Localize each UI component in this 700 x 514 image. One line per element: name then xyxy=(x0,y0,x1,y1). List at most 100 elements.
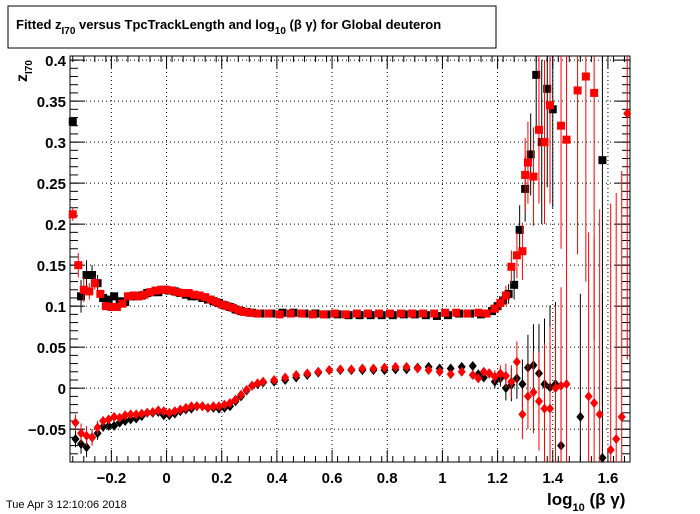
data-point-square xyxy=(474,308,483,317)
data-point-square xyxy=(82,270,91,279)
data-point-diamond xyxy=(148,406,157,417)
data-point-diamond xyxy=(380,362,389,373)
data-point-square xyxy=(374,309,383,318)
data-point-square xyxy=(286,309,295,318)
data-point-square xyxy=(363,309,372,318)
data-point-square xyxy=(228,303,237,312)
data-point-square xyxy=(123,292,132,301)
data-point-diamond xyxy=(612,434,621,445)
data-point-diamond xyxy=(557,380,566,391)
data-point-diamond xyxy=(104,420,113,431)
data-point-diamond xyxy=(424,365,433,376)
y-tick-label: −0.05 xyxy=(28,422,66,439)
data-point-square xyxy=(184,289,193,298)
data-point-diamond xyxy=(507,376,516,387)
data-point-square xyxy=(201,293,210,302)
data-point-diamond xyxy=(292,370,301,381)
data-point-square xyxy=(510,280,519,289)
data-point-square xyxy=(85,287,94,296)
data-point-square xyxy=(507,262,516,271)
data-point-diamond xyxy=(590,397,599,408)
x-tick-label: 1.4 xyxy=(542,470,564,487)
data-point-square xyxy=(99,293,108,302)
data-point-square xyxy=(140,290,149,299)
data-point-diamond xyxy=(606,444,615,455)
data-point-square xyxy=(581,72,590,81)
data-point-square xyxy=(557,121,566,130)
data-point-square xyxy=(157,285,166,294)
x-axis-label: log10 (β γ) xyxy=(547,490,625,514)
y-tick-label: 0.1 xyxy=(45,299,66,316)
data-point-square xyxy=(534,125,543,134)
data-point-diamond xyxy=(391,361,400,372)
y-tick-label: 0.35 xyxy=(37,94,66,111)
x-tick-label: 1.6 xyxy=(598,470,619,487)
data-point-diamond xyxy=(71,434,80,445)
data-point-diamond xyxy=(220,399,229,410)
data-point-diamond xyxy=(540,403,549,414)
data-point-square xyxy=(101,302,110,311)
data-point-diamond xyxy=(303,368,312,379)
y-tick-labels: −0.05 0 0.05 0.1 0.15 0.2 0.25 0.3 0.35 0.4 xyxy=(28,53,67,439)
data-point-diamond xyxy=(71,417,80,428)
data-point-square xyxy=(173,288,182,297)
series-3 xyxy=(71,56,632,462)
data-point-square xyxy=(521,170,530,179)
data-point-square xyxy=(68,210,77,219)
data-point-diamond xyxy=(242,384,251,395)
data-point-square xyxy=(129,291,138,300)
data-point-square xyxy=(512,251,521,260)
data-point-diamond xyxy=(562,379,571,390)
data-point-diamond xyxy=(523,391,532,402)
data-point-diamond xyxy=(485,368,494,379)
data-point-diamond xyxy=(336,364,345,375)
data-point-square xyxy=(234,306,243,315)
data-point-square xyxy=(206,295,215,304)
data-point-diamond xyxy=(446,369,455,380)
x-tick-label: 0.6 xyxy=(322,470,343,487)
data-point-diamond xyxy=(99,421,108,432)
series-1 xyxy=(68,56,599,339)
axis-ticks xyxy=(70,56,630,463)
data-point-diamond xyxy=(192,401,201,412)
data-point-diamond xyxy=(518,409,527,420)
data-point-diamond xyxy=(176,404,185,415)
data-point-diamond xyxy=(143,407,152,418)
data-point-square xyxy=(239,307,248,316)
data-point-square xyxy=(573,86,582,95)
data-point-diamond xyxy=(121,410,130,421)
data-point-diamond xyxy=(468,361,477,372)
data-point-diamond xyxy=(314,366,323,377)
data-point-square xyxy=(90,279,99,288)
data-point-square xyxy=(110,292,119,301)
data-point-square xyxy=(96,289,105,298)
data-point-square xyxy=(134,292,143,301)
data-point-square xyxy=(68,117,77,126)
data-point-diamond xyxy=(126,409,135,420)
title-box: Fitted zI70 versus TpcTrackLength and lo… xyxy=(7,5,497,49)
data-point-square xyxy=(217,300,226,309)
title-frame xyxy=(7,5,497,49)
grid xyxy=(70,56,630,462)
data-point-square xyxy=(463,309,472,318)
data-point-square xyxy=(104,295,113,304)
data-point-square xyxy=(430,309,439,318)
data-point-diamond xyxy=(468,370,477,381)
data-point-diamond xyxy=(187,401,196,412)
data-point-diamond xyxy=(237,389,246,400)
data-point-diamond xyxy=(347,364,356,375)
data-point-diamond xyxy=(584,391,593,402)
data-points xyxy=(68,56,632,463)
data-point-diamond xyxy=(270,374,279,385)
data-point-diamond xyxy=(358,363,367,374)
data-point-square xyxy=(88,270,97,279)
data-point-square xyxy=(112,302,121,311)
data-point-diamond xyxy=(402,361,411,372)
data-point-diamond xyxy=(325,365,334,376)
data-point-square xyxy=(168,286,177,295)
y-tick-label: 0 xyxy=(58,381,66,398)
data-point-diamond xyxy=(226,397,234,408)
data-point-square xyxy=(195,291,204,300)
